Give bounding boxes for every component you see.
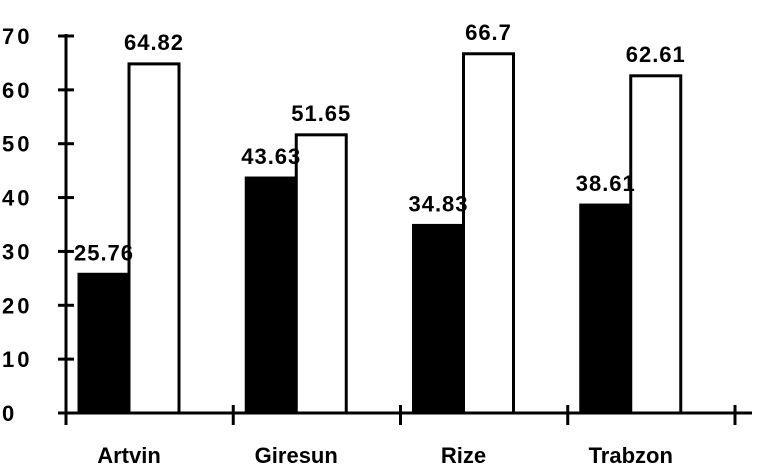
- category-label: Rize: [441, 443, 486, 468]
- data-label: 34.83: [408, 191, 468, 216]
- bar-series-1: [77, 272, 131, 415]
- data-label: 51.65: [291, 101, 351, 126]
- data-label: 66.7: [465, 20, 512, 45]
- data-label: 25.76: [74, 240, 134, 265]
- bars: [77, 52, 683, 415]
- category-label: Artvin: [97, 443, 161, 468]
- bar-series-2: [294, 133, 348, 415]
- data-label: 43.63: [241, 144, 301, 169]
- category-label: Trabzon: [589, 443, 673, 468]
- y-tick-label: 70: [2, 24, 32, 49]
- y-tick-label: 0: [2, 401, 17, 426]
- category-label: Giresun: [255, 443, 338, 468]
- data-label: 64.82: [124, 30, 184, 55]
- bar-series-1: [579, 203, 633, 415]
- y-tick-label: 10: [2, 347, 32, 372]
- bar-series-2: [629, 74, 683, 415]
- data-label: 38.61: [576, 171, 636, 196]
- y-tick-label: 50: [2, 132, 32, 157]
- bar-series-2: [462, 52, 515, 415]
- y-tick-label: 30: [2, 239, 32, 264]
- bar-series-1: [244, 176, 298, 415]
- y-tick-label: 40: [2, 186, 32, 211]
- data-label: 62.61: [626, 42, 686, 67]
- y-tick-label: 20: [2, 293, 32, 318]
- y-tick-label: 60: [2, 78, 32, 103]
- axes: 0 10 20 30 40 50 60 70 Artvin Giresun Rize Trabzon: [2, 24, 752, 468]
- bar-series-1: [412, 223, 465, 415]
- bar-series-2: [127, 62, 181, 415]
- data-labels: 25.76 64.82 43.63 51.65 34.83 66.7 38.61 62.61: [74, 20, 686, 265]
